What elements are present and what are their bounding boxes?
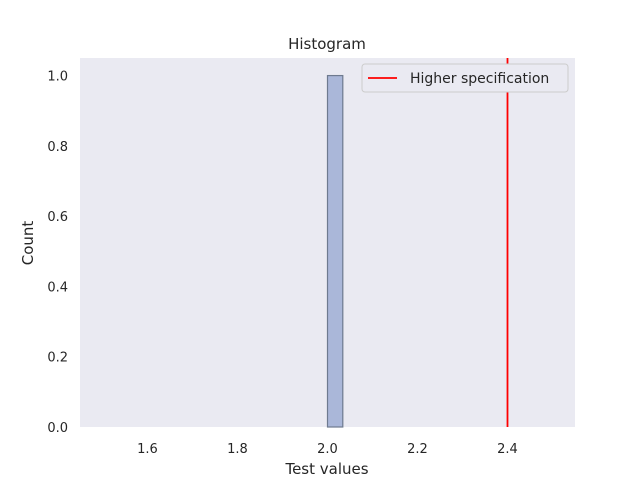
y-ticks: 0.0 0.2 0.4 0.6 0.8 1.0 xyxy=(47,70,68,436)
x-tick-label-2: 2.0 xyxy=(317,442,338,457)
y-tick-label-5: 1.0 xyxy=(47,70,68,85)
y-axis-label: Count xyxy=(19,221,37,266)
legend: Higher specification xyxy=(361,63,569,93)
histogram-bars xyxy=(326,74,344,428)
y-tick-label-2: 0.4 xyxy=(47,280,68,295)
legend-label-higher-specification: Higher specification xyxy=(410,71,549,87)
legend-box xyxy=(361,63,569,93)
y-tick-label-3: 0.6 xyxy=(47,210,68,225)
x-tick-label-3: 2.2 xyxy=(407,442,428,457)
x-tick-label-1: 1.8 xyxy=(227,442,248,457)
x-tick-label-4: 2.4 xyxy=(497,442,518,457)
x-ticks: 1.6 1.8 2.0 2.2 2.4 xyxy=(137,442,518,457)
chart-title: Histogram xyxy=(288,35,366,53)
histogram-bar-0 xyxy=(326,74,344,428)
x-tick-label-0: 1.6 xyxy=(137,442,158,457)
y-tick-label-4: 0.8 xyxy=(47,140,68,155)
x-axis-label: Test values xyxy=(284,460,368,478)
y-tick-label-0: 0.0 xyxy=(47,421,68,436)
y-tick-label-1: 0.2 xyxy=(47,351,68,366)
